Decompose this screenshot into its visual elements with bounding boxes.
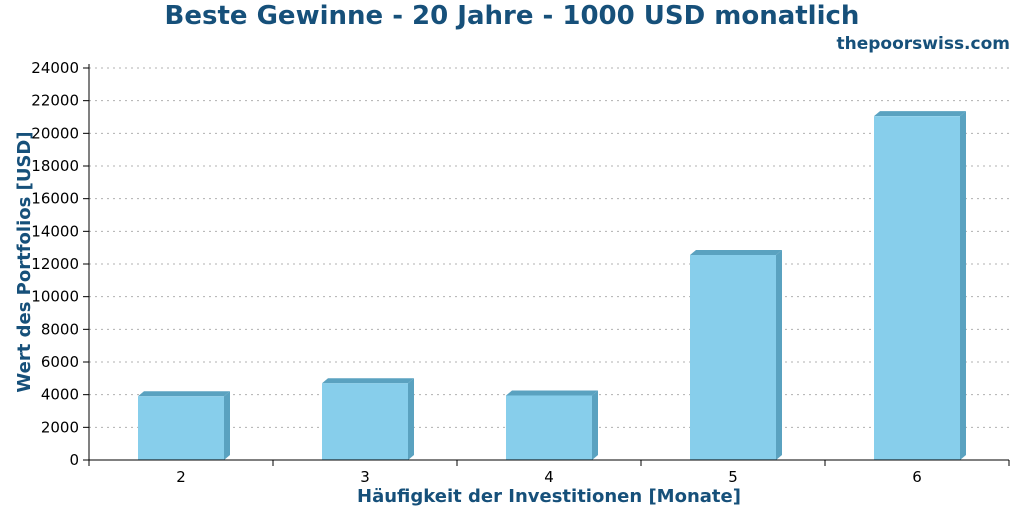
y-tick-label: 20000 [31,124,79,142]
bar-side [776,250,782,460]
bar [506,395,592,460]
y-tick-label: 22000 [31,92,79,110]
bar-top [874,111,966,117]
bar [874,116,960,460]
watermark-text: thepoorswiss.com [836,34,1011,54]
bar-side [224,391,230,460]
y-tick-label: 0 [69,451,79,469]
y-tick-label: 4000 [41,386,79,404]
grid-lines [89,67,1009,428]
bar [322,383,408,460]
bar-side [960,111,966,460]
tick-labels: 0 2000 4000 6000 8000 10000 12000 14000 16000 180… [31,59,921,486]
x-tick-label: 2 [176,468,186,486]
bar-side [408,378,414,460]
y-tick-label: 18000 [31,157,79,175]
y-tick-label: 2000 [41,418,79,436]
y-tick-label: 8000 [41,320,79,338]
x-axis-title: Häufigkeit der Investitionen [Monate] [357,486,741,507]
y-tick-label: 12000 [31,255,79,273]
chart-title: Beste Gewinne - 20 Jahre - 1000 USD mona… [164,1,860,31]
axes [83,64,1010,466]
bar-top [322,378,414,384]
y-tick-label: 14000 [31,222,79,240]
bar [138,396,224,460]
y-tick-label: 24000 [31,59,79,77]
bar-top [690,250,782,256]
x-tick-label: 4 [544,468,554,486]
bar-side [592,390,598,460]
bar-top [138,391,230,397]
y-tick-label: 10000 [31,288,79,306]
bar-top [506,390,598,396]
bar [690,255,776,460]
x-tick-label: 5 [728,468,738,486]
x-tick-label: 3 [360,468,370,486]
x-tick-label: 6 [912,468,922,486]
y-tick-label: 6000 [41,353,79,371]
bars [138,111,966,460]
y-tick-label: 16000 [31,190,79,208]
y-axis-title: Wert des Portfolios [USD] [14,131,35,392]
